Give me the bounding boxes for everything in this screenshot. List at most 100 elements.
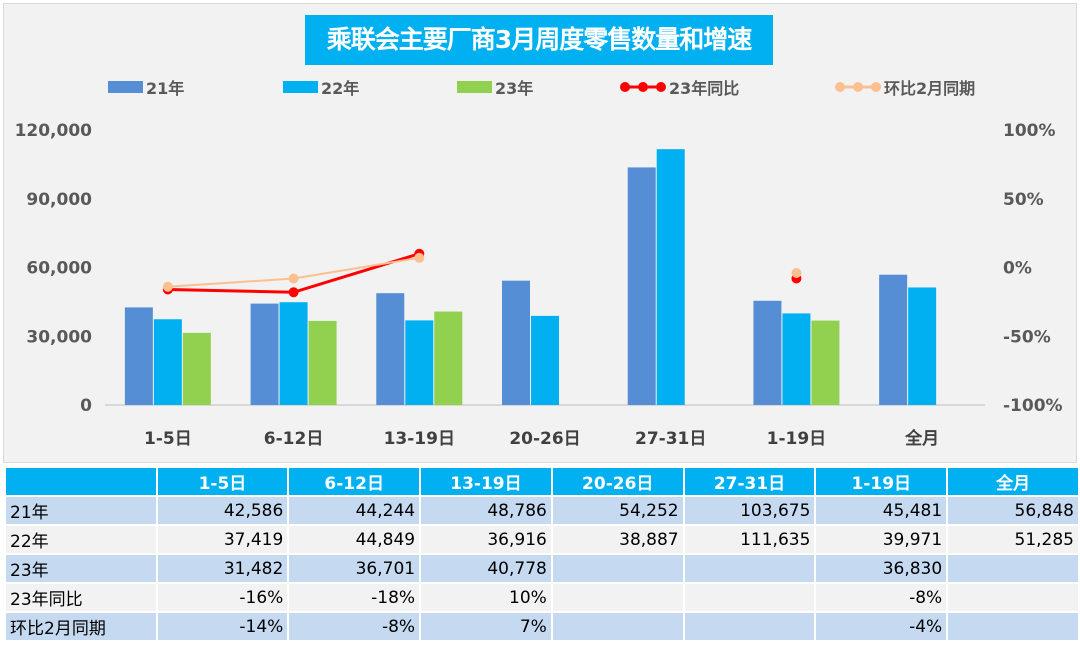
point-环比2月同期 bbox=[414, 252, 425, 263]
point-23年同比 bbox=[288, 287, 299, 298]
column-header: 20-26日 bbox=[552, 468, 683, 495]
table-cell: -16% bbox=[157, 584, 288, 611]
bar-22年 bbox=[279, 302, 308, 405]
legend-line-marker bbox=[835, 82, 881, 92]
table-cell: -4% bbox=[816, 613, 947, 640]
bar-23年 bbox=[811, 320, 840, 405]
bar-23年 bbox=[308, 320, 337, 405]
table-cell bbox=[684, 613, 815, 640]
table-cell bbox=[948, 555, 1078, 582]
table-cell: 36,916 bbox=[421, 526, 551, 553]
x-tick-label: 13-19日 bbox=[384, 429, 455, 449]
bar-21年 bbox=[250, 303, 279, 405]
column-header bbox=[6, 468, 156, 495]
table-header-row: 1-5日 6-12日 13-19日 20-26日 27-31日 1-19日 全月 bbox=[6, 468, 1078, 495]
bar-21年 bbox=[627, 167, 656, 405]
column-header: 27-31日 bbox=[684, 468, 815, 495]
table-cell bbox=[948, 613, 1078, 640]
legend-swatch bbox=[283, 81, 318, 93]
left-tick-label: 90,000 bbox=[26, 190, 92, 210]
table-cell bbox=[948, 584, 1078, 611]
bar-23年 bbox=[434, 311, 463, 405]
table-cell: 44,244 bbox=[289, 497, 420, 524]
table-cell: 54,252 bbox=[552, 497, 683, 524]
data-table: 1-5日 6-12日 13-19日 20-26日 27-31日 1-19日 全月 21年 42,… bbox=[4, 466, 1080, 642]
column-header: 13-19日 bbox=[421, 468, 551, 495]
table-cell: 42,586 bbox=[157, 497, 288, 524]
table-row: 22年 37,419 44,849 36,916 38,887 111,635 39,971… bbox=[6, 526, 1078, 553]
table-cell: 36,701 bbox=[289, 555, 420, 582]
chart-plot: 0 30,000 60,000 90,000 120,000 -100% -50% 0% 50%… bbox=[15, 121, 1063, 449]
table-cell: 7% bbox=[421, 613, 551, 640]
table-cell: -14% bbox=[157, 613, 288, 640]
legend-label: 21年 bbox=[146, 79, 185, 98]
table-cell bbox=[552, 555, 683, 582]
bar-21年 bbox=[376, 293, 405, 405]
bar-22年 bbox=[656, 149, 685, 405]
point-环比2月同期 bbox=[288, 273, 299, 284]
left-tick-label: 120,000 bbox=[15, 121, 93, 141]
bar-22年 bbox=[531, 315, 559, 405]
right-tick-label: -100% bbox=[1003, 396, 1063, 416]
left-tick-label: 60,000 bbox=[26, 259, 92, 279]
table-cell: 45,481 bbox=[816, 497, 947, 524]
table-cell: 40,778 bbox=[421, 555, 551, 582]
column-header: 全月 bbox=[948, 468, 1078, 495]
table-cell: 37,419 bbox=[157, 526, 288, 553]
table-cell: 36,830 bbox=[816, 555, 947, 582]
table-cell bbox=[552, 613, 683, 640]
x-tick-label: 全月 bbox=[904, 428, 939, 449]
right-tick-label: 50% bbox=[1003, 190, 1044, 210]
table-row: 21年 42,586 44,244 48,786 54,252 103,675 45,481… bbox=[6, 497, 1078, 524]
bar-22年 bbox=[405, 320, 434, 405]
table-row: 23年同比 -16% -18% 10% -8% bbox=[6, 584, 1078, 611]
bar-23年 bbox=[182, 332, 211, 405]
bar-22年 bbox=[908, 287, 937, 405]
left-tick-label: 30,000 bbox=[26, 327, 92, 347]
legend-label: 23年 bbox=[495, 79, 534, 98]
legend-item: 环比2月同期 bbox=[835, 75, 975, 99]
right-tick-label: -50% bbox=[1003, 327, 1051, 347]
legend-label: 环比2月同期 bbox=[884, 79, 976, 98]
legend-item: 21年 bbox=[108, 75, 184, 99]
right-tick-label: 0% bbox=[1003, 259, 1032, 279]
row-label: 21年 bbox=[6, 497, 156, 524]
table-cell bbox=[552, 584, 683, 611]
bar-22年 bbox=[782, 313, 811, 405]
point-环比2月同期 bbox=[791, 268, 802, 278]
table-cell: 38,887 bbox=[552, 526, 683, 553]
bar-21年 bbox=[753, 300, 782, 405]
bar-21年 bbox=[124, 307, 153, 405]
table-cell: 111,635 bbox=[684, 526, 815, 553]
table-cell: -8% bbox=[289, 613, 420, 640]
x-tick-label: 1-5日 bbox=[144, 429, 192, 449]
x-tick-label: 20-26日 bbox=[509, 429, 580, 449]
table-cell: 39,971 bbox=[816, 526, 947, 553]
table-cell: -8% bbox=[816, 584, 947, 611]
bar-22年 bbox=[153, 319, 182, 405]
line-23年同比 bbox=[167, 252, 420, 294]
table-cell: 56,848 bbox=[948, 497, 1078, 524]
table-cell: 44,849 bbox=[289, 526, 420, 553]
table-cell: 48,786 bbox=[421, 497, 551, 524]
table-cell bbox=[684, 555, 815, 582]
table-cell: 10% bbox=[421, 584, 551, 611]
x-tick-label: 6-12日 bbox=[264, 429, 324, 449]
table-row: 23年 31,482 36,701 40,778 36,830 bbox=[6, 555, 1078, 582]
table-cell bbox=[684, 584, 815, 611]
table-cell: 103,675 bbox=[684, 497, 815, 524]
column-header: 1-19日 bbox=[816, 468, 947, 495]
legend-label: 22年 bbox=[321, 79, 360, 98]
x-tick-label: 27-31日 bbox=[635, 429, 706, 449]
point-环比2月同期 bbox=[162, 281, 173, 292]
left-tick-label: 0 bbox=[80, 396, 92, 416]
table-row: 环比2月同期 -14% -8% 7% -4% bbox=[6, 613, 1078, 640]
bar-21年 bbox=[879, 274, 908, 405]
table-cell: 31,482 bbox=[157, 555, 288, 582]
row-label: 22年 bbox=[6, 526, 156, 553]
legend-item: 22年 bbox=[283, 75, 359, 99]
x-tick-label: 1-19日 bbox=[767, 429, 827, 449]
table-cell: 51,285 bbox=[948, 526, 1078, 553]
legend-line-marker bbox=[620, 82, 666, 92]
legend-item: 23年 bbox=[457, 75, 533, 99]
